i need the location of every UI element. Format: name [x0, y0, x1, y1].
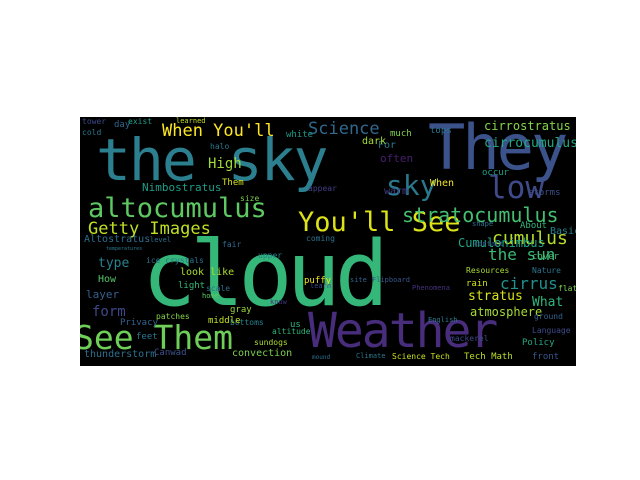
word-cloud-word: often — [380, 152, 414, 165]
word-cloud-word: What — [532, 295, 564, 310]
word-cloud-word: thunderstorm — [84, 349, 157, 360]
word-cloud-word: altitude — [272, 327, 311, 336]
word-cloud-word: stratus — [468, 289, 523, 304]
word-cloud-word: For — [378, 140, 397, 151]
word-cloud-word: storms — [528, 188, 561, 198]
word-cloud-word: tower — [82, 117, 107, 126]
word-cloud-word: light — [178, 281, 206, 291]
word-cloud-word: Nature — [532, 266, 561, 275]
word-cloud-word: fair — [222, 240, 242, 249]
word-cloud-word: scale — [206, 284, 231, 293]
word-cloud-word: halo — [210, 142, 230, 151]
word-cloud-word: Resources — [466, 266, 510, 275]
word-cloud-word: upper — [258, 251, 283, 260]
word-cloud-word: Them — [222, 178, 244, 188]
word-cloud-word vertical: us — [290, 320, 301, 330]
word-cloud-word: occur — [482, 168, 510, 178]
word-cloud-word: the sky — [96, 126, 328, 194]
word-cloud-word: bottoms — [230, 318, 264, 327]
word-cloud-word: much — [390, 129, 412, 139]
word-cloud-word: home — [202, 292, 219, 300]
word-cloud-word: cover — [532, 252, 560, 262]
word-cloud-word: sundogs — [254, 338, 288, 347]
word-cloud-word: mound — [312, 354, 331, 361]
word-cloud-word vertical: Phenomena — [412, 284, 450, 292]
word-cloud-word: temperatures — [106, 246, 143, 252]
word-cloud-word: English — [428, 316, 458, 324]
word-cloud-word: Getty Images — [88, 219, 211, 239]
word-cloud-word: cirrostratus — [484, 119, 571, 133]
word-cloud-word: Science — [308, 119, 380, 139]
word-cloud-word: convection — [232, 348, 293, 359]
word-cloud-word: When — [430, 178, 455, 189]
word-cloud-word: sky — [386, 169, 437, 202]
word-cloud-word: look like — [180, 267, 235, 278]
word-cloud-word: exist — [128, 117, 153, 126]
word-cloud-word: patches — [156, 312, 190, 321]
word-cloud-word: type — [98, 256, 130, 271]
word-cloud-word: shape — [472, 220, 494, 228]
word-cloud-word: mackerel — [450, 334, 489, 343]
word-cloud-word vertical: feet — [136, 332, 158, 342]
word-cloud-word: front — [532, 352, 560, 362]
word-cloud-word: Altostratus — [84, 234, 151, 245]
word-cloud-word: See Them — [80, 318, 233, 357]
word-cloud-word: They — [428, 117, 568, 184]
word-cloud-word: cold — [82, 128, 102, 137]
word-cloud-word: You'll See — [298, 207, 461, 238]
word-cloud-word: middle — [208, 316, 241, 326]
word-cloud-word: cumulus — [492, 228, 568, 249]
word-cloud-word: puffy — [304, 276, 332, 286]
word-cloud-word: Privacy — [120, 318, 158, 328]
word-cloud-word: About — [520, 221, 548, 231]
word-cloud-word: learn — [310, 282, 332, 290]
word-cloud-word: Language — [532, 326, 571, 335]
word-cloud-word: gray — [230, 305, 252, 315]
word-cloud-word: Nimbostratus — [142, 181, 222, 194]
word-cloud-word: How — [98, 274, 117, 285]
word-cloud-word: warm — [384, 186, 409, 197]
word-cloud-word: Science Tech — [392, 352, 450, 361]
word-cloud-word: learned — [176, 117, 206, 125]
word-cloud-word: Climate — [356, 352, 386, 360]
word-cloud-word: flat — [558, 284, 576, 293]
word-cloud-word: cirrocumulus — [484, 136, 576, 151]
word-cloud-word: site — [350, 276, 367, 284]
word-cloud-word: low — [488, 170, 544, 206]
word-cloud-word: altocumulus — [88, 193, 267, 224]
word-cloud-word vertical: day — [114, 120, 131, 130]
word-cloud-word: cirrus — [500, 274, 558, 293]
word-cloud-word: cloud — [142, 222, 389, 327]
word-cloud-word: rain — [466, 279, 488, 289]
word-cloud-word: appear — [308, 184, 337, 193]
word-cloud-word: size — [240, 194, 260, 203]
word-cloud-word: know — [270, 298, 287, 306]
word-cloud-word: atmosphere — [470, 305, 543, 319]
word-cloud-word: layer — [86, 288, 120, 301]
word-cloud-word: When You'll — [162, 121, 275, 141]
word-cloud-word vertical: Flipboard — [372, 276, 410, 284]
word-cloud-word vertical: Basic — [550, 226, 576, 237]
word-cloud-word: Weather — [308, 303, 498, 359]
word-cloud-word vertical: white — [286, 130, 314, 140]
word-cloud-word: level — [150, 236, 172, 244]
word-cloud-word: Policy — [522, 338, 555, 348]
word-cloud-word: Tech Math — [464, 352, 513, 362]
word-cloud-word vertical: Cumulonimbus — [458, 236, 545, 250]
word-cloud-word: form — [92, 304, 126, 320]
word-cloud-word: High — [208, 156, 242, 172]
word-cloud-word: ground — [534, 312, 563, 321]
word-cloud-word: tops — [430, 126, 452, 136]
word-cloud-word: Canwad — [154, 348, 187, 358]
word-cloud-word: contact — [474, 240, 504, 248]
word-cloud-word: stratocumulus — [402, 203, 559, 227]
word-cloud-word: dark — [362, 136, 387, 147]
word-cloud-word: the sun — [488, 245, 556, 264]
word-cloud-word: coming — [306, 234, 335, 243]
word-cloud-word vertical: ice crystals — [146, 256, 204, 265]
word-cloud: cloud the sky They Weather altocumulus S… — [80, 117, 576, 366]
